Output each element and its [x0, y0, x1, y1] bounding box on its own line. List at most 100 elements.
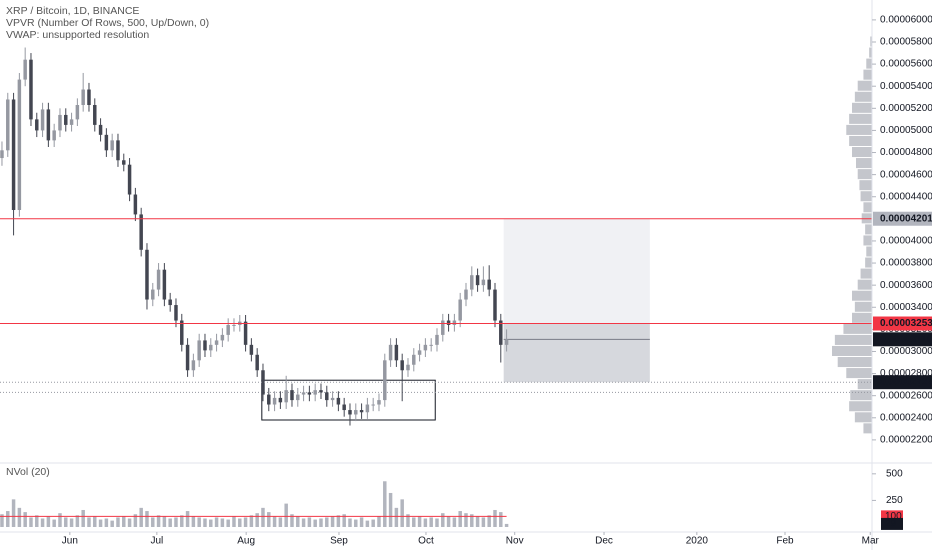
- profile-row: [852, 102, 872, 113]
- candle-body: [330, 397, 335, 401]
- candle-body: [336, 397, 341, 405]
- profile-row: [863, 69, 872, 80]
- candle-body: [139, 214, 143, 250]
- candle-body: [197, 340, 201, 361]
- volume-last-label: 29: [885, 519, 897, 530]
- y-tick-label: 0.00002400: [880, 412, 932, 423]
- candle-body: [104, 134, 109, 151]
- volume-bar: [11, 499, 16, 528]
- profile-row: [860, 268, 872, 279]
- y-tick-label: 0.00003600: [880, 280, 932, 291]
- candle-body: [185, 344, 190, 371]
- profile-row: [857, 279, 872, 290]
- volume-bar: [284, 503, 288, 528]
- profile-row: [834, 334, 872, 345]
- profile-row: [846, 368, 872, 379]
- x-tick-label: Dec: [595, 536, 613, 547]
- volume-bar: [481, 517, 486, 528]
- volume-bar: [429, 517, 433, 528]
- profile-row: [854, 301, 872, 312]
- volume-bar: [278, 517, 283, 528]
- volume-bar: [255, 513, 259, 528]
- candle-body: [46, 109, 51, 141]
- candle-body: [17, 79, 22, 210]
- candle-body: [133, 194, 138, 215]
- candle-body: [504, 339, 509, 345]
- volume-ma-label: 100: [885, 511, 902, 522]
- profile-row: [863, 202, 872, 213]
- volume-bar: [412, 517, 416, 528]
- candle-body: [342, 404, 346, 411]
- candle-body: [168, 299, 172, 306]
- volume-bar: [388, 492, 393, 528]
- volume-bar: [185, 511, 190, 528]
- candle-body: [226, 324, 230, 335]
- volume-bar: [69, 518, 74, 528]
- indicator-legend: VWAP: unsupported resolution: [6, 29, 149, 41]
- candle-body: [423, 344, 428, 351]
- candle-body: [278, 397, 283, 403]
- profile-row: [865, 224, 872, 235]
- volume-bar: [156, 515, 161, 528]
- candle-body: [365, 404, 370, 413]
- candle-body: [493, 289, 497, 321]
- y-tick-label: 0.00004000: [880, 236, 932, 247]
- x-tick-label: Jun: [62, 536, 78, 547]
- profile-row: [863, 423, 872, 434]
- volume-bar: [46, 516, 51, 528]
- profile-row: [832, 345, 872, 356]
- volume-bar: [383, 481, 387, 528]
- candle-body: [40, 109, 45, 131]
- y-tick-label: 0.00005800: [880, 37, 932, 48]
- y-tick-label: 0.00002600: [880, 390, 932, 401]
- candle-body: [249, 344, 254, 355]
- price-label: 0.00003110: [880, 334, 932, 345]
- volume-bar: [58, 513, 62, 528]
- candle-body: [313, 390, 317, 395]
- volume-bar: [232, 516, 236, 528]
- candle-body: [214, 340, 219, 345]
- volume-bar: [377, 516, 381, 528]
- candle-body: [307, 392, 312, 395]
- volume-bar: [87, 517, 91, 528]
- y-tick-label: 0.00005000: [880, 125, 932, 136]
- volume-bar: [191, 516, 196, 528]
- candle-body: [435, 334, 439, 345]
- candle-body: [354, 410, 358, 415]
- volume-bar: [493, 509, 497, 528]
- volume-bar: [0, 514, 4, 528]
- candle-body: [255, 354, 259, 371]
- candle-body: [371, 404, 375, 406]
- volume-tick-label: 500: [886, 468, 903, 479]
- volume-bar: [446, 516, 451, 528]
- candle-body: [301, 392, 306, 395]
- candle-body: [203, 340, 207, 351]
- x-tick-label: Mar: [862, 536, 880, 547]
- candle-body: [87, 89, 91, 105]
- candle-body: [348, 410, 352, 415]
- volume-bar: [307, 517, 312, 528]
- candle-body: [151, 289, 155, 300]
- candle-body: [6, 99, 10, 151]
- candle-body: [209, 344, 213, 351]
- candle-body: [406, 364, 410, 371]
- volume-bar: [423, 518, 428, 528]
- y-tick-label: 0.00004800: [880, 147, 932, 158]
- volume-bar: [499, 512, 503, 528]
- candle-body: [180, 320, 184, 345]
- candle-body: [383, 360, 387, 401]
- x-tick-label: Feb: [776, 536, 794, 547]
- candle-body: [58, 114, 62, 131]
- candle-body: [284, 390, 288, 403]
- volume-bar: [330, 516, 335, 528]
- volume-bar: [6, 511, 10, 528]
- volume-bar: [301, 518, 306, 528]
- volume-bar: [406, 514, 410, 528]
- candle-body: [417, 350, 422, 355]
- volume-bar: [162, 516, 167, 528]
- profile-row: [854, 91, 872, 102]
- volume-last-label-bg: [881, 517, 903, 530]
- candle-body: [122, 160, 126, 165]
- profile-row: [852, 312, 872, 323]
